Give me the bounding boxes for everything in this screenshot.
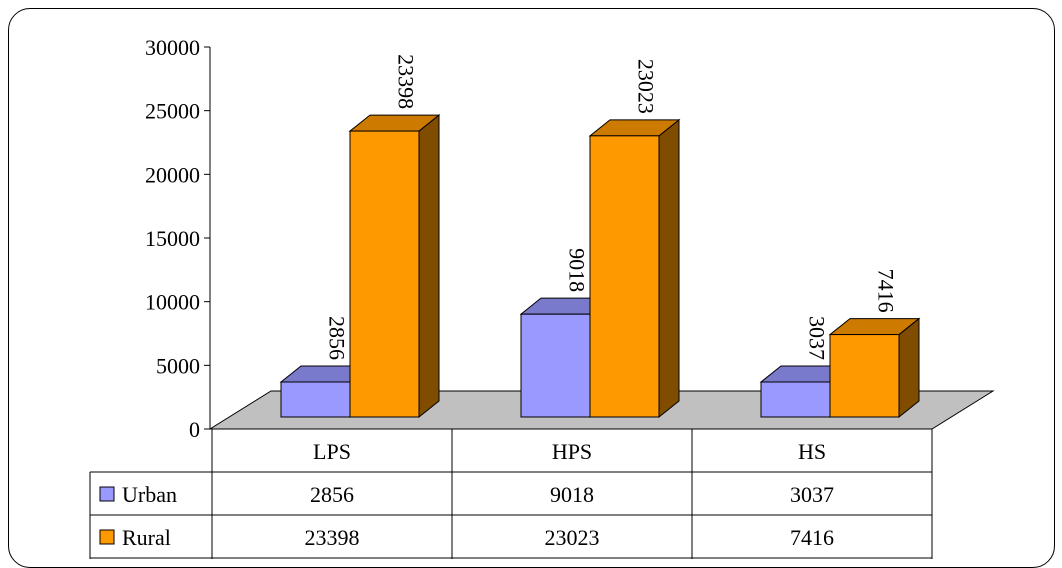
table-category-label: LPS	[313, 439, 351, 464]
table-value-cell: 2856	[310, 482, 354, 507]
y-tick-label: 15000	[145, 226, 200, 251]
bar-rural-hps	[589, 135, 660, 418]
bar-side-rural	[418, 114, 440, 419]
data-label: 2856	[325, 316, 350, 360]
data-label: 23398	[394, 54, 419, 109]
y-tick-label: 10000	[145, 290, 200, 315]
table-category-label: HS	[798, 439, 826, 464]
y-tick-label: 5000	[156, 353, 200, 378]
data-label: 9018	[565, 248, 590, 292]
table-value-cell: 9018	[550, 482, 594, 507]
data-label: 7416	[874, 269, 899, 313]
bar-urban-hs	[760, 381, 831, 418]
bar-rural-lps	[349, 130, 420, 418]
y-tick-label: 30000	[145, 35, 200, 60]
legend-swatch-urban	[99, 486, 115, 502]
legend-series-name: Urban	[122, 482, 177, 507]
y-tick-label: 0	[189, 417, 200, 442]
y-tick-label: 20000	[145, 162, 200, 187]
bar-urban-hps	[520, 313, 591, 418]
y-tick-label: 25000	[145, 99, 200, 124]
bar-rural-hs	[829, 334, 900, 418]
legend-series-name: Rural	[122, 525, 171, 550]
table-value-cell: 23398	[305, 525, 360, 550]
table-category-label: HPS	[552, 439, 592, 464]
legend-swatch-rural	[99, 529, 115, 545]
bar-side-rural	[898, 317, 920, 419]
bar-side-rural	[658, 118, 680, 419]
bar-urban-lps	[280, 381, 351, 418]
data-label: 3037	[805, 316, 830, 360]
table-value-cell: 3037	[790, 482, 834, 507]
table-value-cell: 23023	[545, 525, 600, 550]
table-value-cell: 7416	[790, 525, 834, 550]
data-label: 23023	[634, 59, 659, 114]
